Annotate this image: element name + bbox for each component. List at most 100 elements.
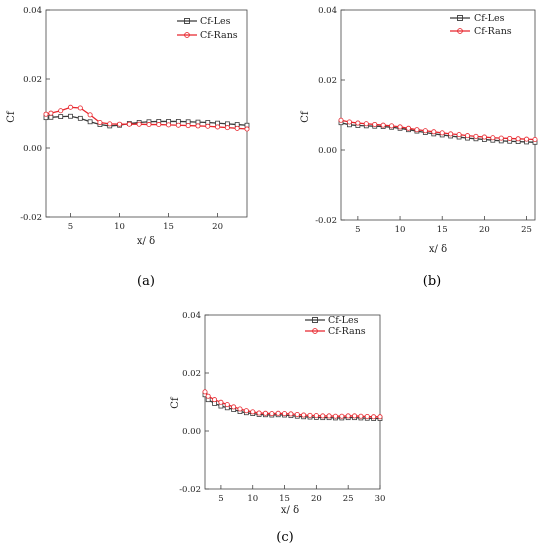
point-les-a-3 [68, 113, 73, 119]
point-rans-b-15 [465, 133, 471, 139]
point-rans-b-9 [414, 127, 420, 133]
point-rans-a-7 [107, 121, 113, 127]
point-rans-b-16 [473, 133, 479, 139]
point-rans-a-13 [166, 122, 172, 128]
point-rans-a-19 [224, 125, 230, 131]
y-axis-label-a: Cf [6, 110, 17, 123]
legend-marker-les-b [457, 15, 463, 21]
point-rans-c-11 [269, 411, 275, 417]
y-tick-label-a-0: 0.04 [23, 6, 42, 16]
legend-label-les-c: Cf-Les [328, 315, 359, 326]
point-rans-b-5 [380, 122, 386, 128]
point-rans-a-9 [126, 121, 132, 127]
point-rans-b-18 [490, 135, 496, 141]
point-rans-a-14 [175, 122, 181, 128]
chart-panel-a: 0.040.020.00-0.025 10 15 20 Cf-Les Cf-Rans … [6, 6, 250, 289]
point-les-a-4 [77, 115, 83, 121]
point-rans-a-18 [215, 124, 221, 130]
legend-label-rans-c: Cf-Rans [328, 326, 366, 337]
x-tick-label-b-1: 10 [395, 225, 406, 235]
point-rans-a-21 [244, 126, 250, 132]
x-tick-label-b-2: 15 [437, 225, 448, 235]
x-tick-label-a-2: 15 [163, 222, 174, 232]
x-axis-label-b: x/ δ [429, 244, 447, 255]
point-rans-a-1 [48, 110, 54, 116]
y-tick-label-b-1: 0.02 [318, 76, 337, 86]
point-rans-c-4 [224, 402, 230, 408]
point-rans-a-15 [185, 123, 191, 129]
y-tick-label-a-1: 0.02 [23, 75, 42, 85]
legend-b: Cf-Les Cf-Rans [450, 13, 512, 37]
caption-b: (b) [423, 274, 441, 289]
gridless-marks-b: 0.04 0.02 0.00 -0.02 5 10 15 20 25 [315, 6, 538, 235]
legend-label-les-a: Cf-Les [200, 16, 231, 27]
point-rans-c-23 [345, 413, 351, 419]
y-tick-label-c-3: -0.02 [179, 485, 201, 495]
plot-area-b [340, 9, 536, 221]
x-tick-label-c-0: 5 [218, 494, 223, 504]
point-rans-c-16 [301, 412, 307, 418]
caption-c: (c) [276, 530, 293, 545]
point-rans-c-27 [371, 414, 377, 420]
x-tick-label-c-1: 10 [247, 494, 258, 504]
y-tick-label-b-0: 0.04 [318, 6, 337, 16]
legend-label-rans-b: Cf-Rans [474, 26, 512, 37]
point-rans-b-20 [507, 135, 513, 141]
point-rans-b-13 [448, 131, 454, 137]
legend-marker-les-c [312, 317, 318, 323]
y-tick-label-b-2: 0.00 [318, 146, 337, 156]
gridless-marks-c: 0.04 0.02 0.00 -0.02 5 10 15 20 25 30 [179, 311, 385, 504]
point-rans-a-16 [195, 123, 201, 129]
series-line-les-a [45, 115, 248, 127]
point-rans-b-2 [355, 120, 361, 126]
y-tick-label-a-2: 0.00 [23, 144, 42, 154]
point-rans-a-4 [77, 105, 83, 111]
y-tick-label-b-3: -0.02 [315, 216, 337, 226]
point-rans-c-19 [320, 413, 326, 419]
legend-a: Cf-Les Cf-Rans [177, 16, 238, 41]
series-line-rans-b [340, 119, 536, 141]
point-rans-b-19 [498, 135, 504, 141]
point-rans-c-12 [275, 410, 281, 416]
plot-area-c [204, 314, 381, 490]
legend-marker-les-a [184, 18, 190, 24]
y-axis-label-c: Cf [170, 396, 181, 409]
point-rans-b-8 [405, 125, 411, 131]
point-rans-c-10 [262, 410, 268, 416]
point-rans-c-14 [288, 411, 294, 417]
x-tick-label-c-3: 20 [311, 494, 322, 504]
point-rans-c-7 [243, 408, 249, 414]
point-rans-b-17 [481, 134, 487, 140]
point-rans-b-7 [397, 124, 403, 130]
point-rans-c-25 [358, 413, 364, 419]
point-rans-a-17 [205, 123, 211, 129]
gridless-marks-a: 0.04 0.02 0.00 -0.02 5 10 15 20 [20, 6, 250, 232]
point-rans-c-3 [218, 399, 224, 405]
point-rans-a-6 [97, 119, 103, 125]
point-rans-c-6 [237, 406, 243, 412]
point-rans-a-10 [136, 121, 142, 127]
point-rans-b-23 [532, 136, 538, 142]
x-tick-label-b-4: 25 [521, 225, 532, 235]
x-tick-label-b-3: 20 [479, 225, 490, 235]
point-rans-b-0 [338, 117, 344, 123]
legend-marker-rans-c [312, 328, 318, 334]
plot-area-a [45, 9, 248, 218]
x-tick-label-c-5: 30 [375, 494, 386, 504]
x-tick-label-c-4: 25 [343, 494, 354, 504]
point-rans-c-28 [377, 414, 383, 420]
point-rans-c-5 [231, 404, 237, 410]
point-rans-a-5 [87, 112, 93, 118]
point-rans-c-24 [352, 413, 358, 419]
y-tick-label-a-3: -0.02 [20, 213, 42, 223]
point-les-a-1 [48, 114, 54, 120]
point-rans-b-6 [389, 123, 395, 129]
point-rans-b-22 [524, 136, 530, 142]
point-les-a-5 [87, 119, 93, 125]
point-rans-b-21 [515, 136, 521, 142]
chart-panel-c: 0.04 0.02 0.00 -0.02 5 10 15 20 25 30 Cf-Les Cf-R… [170, 311, 385, 545]
x-tick-label-b-0: 5 [355, 225, 360, 235]
x-axis-label-c: x/ δ [281, 505, 299, 516]
y-axis-label-b: Cf [300, 110, 311, 123]
